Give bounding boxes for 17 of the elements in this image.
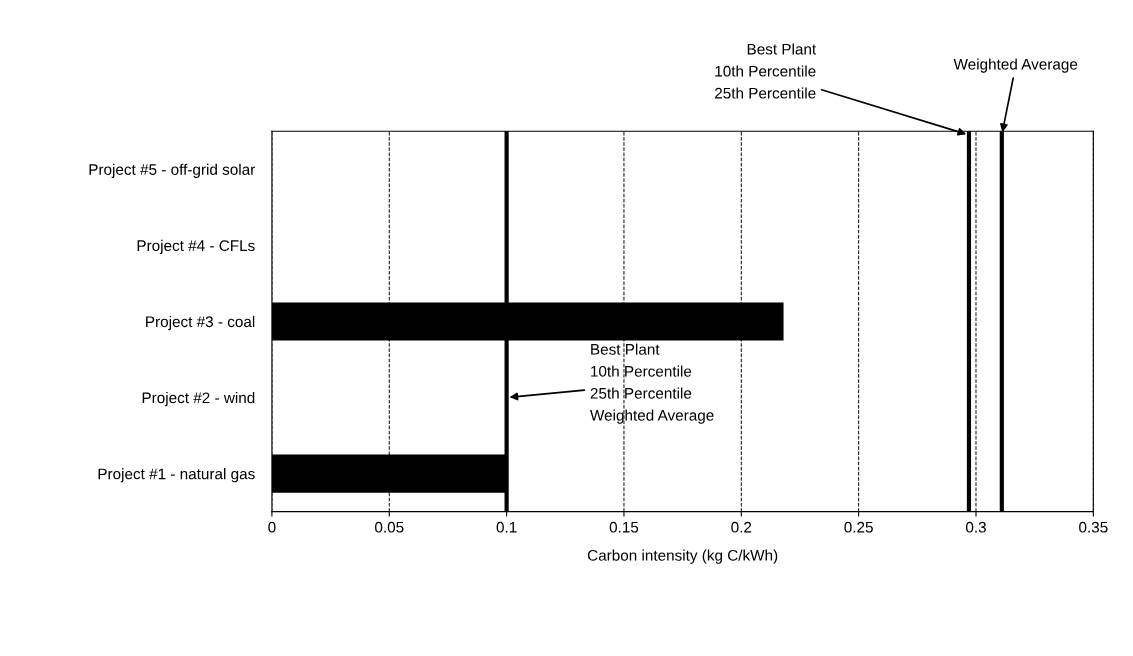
ref-line-label: Best Plant 10th Percentile 25th Percentile Weighted Average — [590, 343, 714, 424]
ref-line-label: Weighted Average — [953, 58, 1078, 73]
x-tick-label: 0.15 — [609, 521, 639, 533]
x-tick-label: 0.35 — [1079, 521, 1108, 533]
y-tick-label: Project #5 - off-grid solar — [89, 163, 256, 178]
x-tick-label: 0 — [268, 521, 276, 533]
y-tick-label: Project #1 - natural gas — [98, 468, 255, 483]
x-tick-label: 0.3 — [965, 521, 986, 533]
x-axis-title: Carbon intensity (kg C/kWh) — [587, 549, 778, 564]
y-tick-label: Project #4 - CFLs — [137, 239, 255, 255]
y-tick-label: Project #3 - coal — [146, 315, 255, 331]
y-tick-label: Project #2 - wind — [142, 392, 255, 407]
x-tick-label: 0.2 — [731, 521, 752, 533]
ref-line-label: Best Plant 10th Percentile 25th Percentile — [715, 43, 817, 99]
x-tick-label: 0.1 — [496, 521, 517, 533]
x-tick-label: 0.25 — [844, 521, 873, 533]
x-tick-label: 0.05 — [375, 521, 404, 533]
